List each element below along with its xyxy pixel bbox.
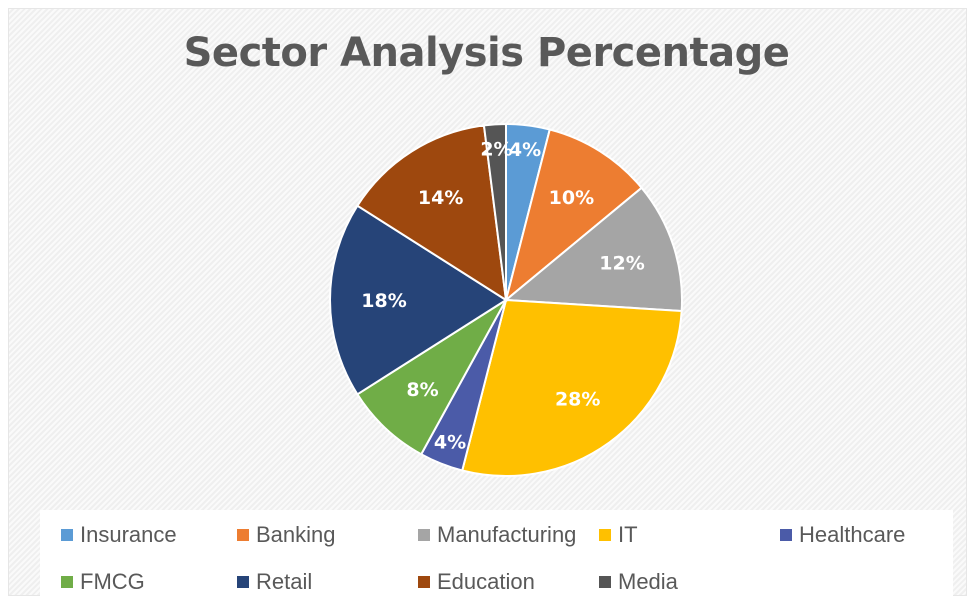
legend-item-education: Education	[418, 569, 535, 595]
legend-label: Retail	[256, 569, 313, 594]
pie-slice-fmcg	[356, 299, 507, 456]
legend-swatch	[61, 529, 73, 541]
legend-swatch	[599, 576, 611, 588]
pie-slice-it	[461, 298, 683, 477]
pie-slices	[329, 122, 683, 477]
pie-slice-education	[356, 124, 508, 302]
data-label-education: 14%	[418, 187, 463, 209]
legend: Insurance Banking Manufacturing IT Healthcar…	[40, 510, 953, 598]
legend-item-banking: Banking	[237, 522, 336, 548]
legend-item-it: IT	[599, 522, 638, 548]
data-label-it: 28%	[555, 389, 600, 411]
chart-title: Sector Analysis Percentage	[183, 30, 790, 76]
legend-swatch	[237, 576, 249, 588]
data-label-insurance: 4%	[509, 139, 541, 161]
legend-swatch	[237, 529, 249, 541]
data-label-manufacturing: 12%	[599, 252, 644, 274]
legend-label: Education	[437, 569, 535, 594]
legend-label: Banking	[256, 522, 336, 547]
pie-slice-manufacturing	[503, 186, 683, 313]
data-label-healthcare: 4%	[434, 431, 466, 453]
legend-item-fmcg: FMCG	[61, 569, 145, 595]
legend-item-healthcare: Healthcare	[780, 522, 905, 548]
legend-swatch	[780, 529, 792, 541]
legend-label: Manufacturing	[437, 522, 577, 547]
data-label-media: 2%	[480, 138, 512, 160]
legend-swatch	[418, 576, 430, 588]
pie-slice-retail	[329, 204, 508, 396]
pie-data-labels: 4% 10% 12% 28% 4% 8% 18% 14% 2%	[361, 138, 645, 453]
legend-label: FMCG	[80, 569, 145, 594]
legend-label: Insurance	[80, 522, 177, 547]
legend-label: Healthcare	[799, 522, 906, 547]
legend-item-retail: Retail	[237, 569, 312, 595]
data-label-banking: 10%	[549, 187, 594, 209]
legend-label: Media	[618, 569, 678, 594]
pie-slice-banking	[504, 128, 644, 303]
legend-item-media: Media	[599, 569, 678, 595]
legend-label: IT	[618, 522, 638, 547]
legend-swatch	[61, 576, 73, 588]
legend-swatch	[599, 529, 611, 541]
legend-swatch	[418, 529, 430, 541]
legend-item-insurance: Insurance	[61, 522, 177, 548]
data-label-fmcg: 8%	[406, 379, 438, 401]
data-label-retail: 18%	[361, 290, 406, 312]
legend-item-manufacturing: Manufacturing	[418, 522, 576, 548]
pie-slice-media	[482, 122, 507, 301]
